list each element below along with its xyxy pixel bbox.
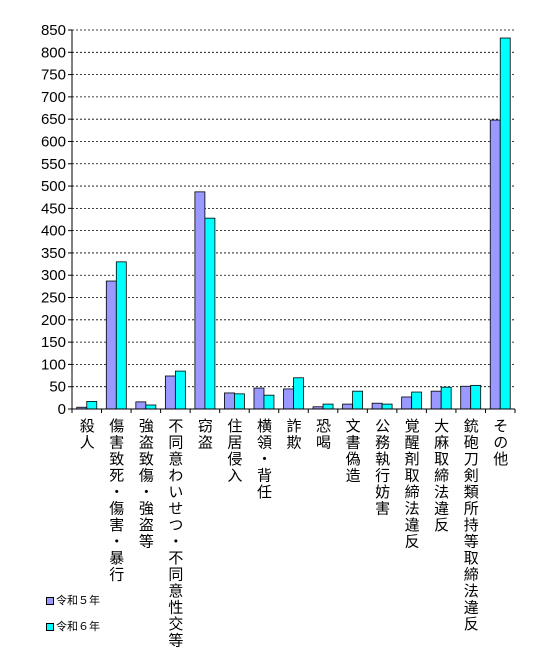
x-tick-label: 強盗致傷・強盗等: [136, 418, 155, 550]
y-tick-label: 450: [41, 200, 66, 217]
bar-series-1-category-3: [135, 401, 147, 410]
legend-label-series-2: 令和６年: [56, 620, 100, 633]
bar-series-2-category-14: [470, 384, 482, 410]
legend-swatch-series-1: [46, 596, 54, 605]
y-tick-label: 700: [41, 89, 66, 106]
bar-series-2-category-11: [381, 403, 393, 410]
y-tick-label: 750: [41, 67, 66, 84]
y-tick-label: 250: [41, 290, 66, 307]
chart-plot-area: 0 50 100 150 200 250 300 350 400 450 500 550 600 650 7…: [41, 22, 516, 416]
bar-series-1-category-6: [224, 392, 235, 410]
y-tick-label: 150: [41, 334, 66, 351]
bar-series-2-category-3: [145, 404, 157, 410]
bar-series-1-category-2: [105, 280, 117, 410]
x-tick-label: 窃盗: [195, 418, 214, 451]
bar-series-2-category-12: [411, 391, 423, 410]
y-tick-label: 0: [58, 401, 66, 416]
x-tick-label: 銃砲刀剣類所持等取締法違反: [461, 418, 480, 633]
x-tick-label: 覚醒剤取締法違反: [402, 418, 421, 550]
bar-series-1-category-4: [164, 375, 176, 410]
x-tick-label: 住居侵入: [225, 418, 244, 484]
bar-series-2-category-5: [204, 217, 216, 410]
bar-series-2-category-1: [86, 401, 98, 410]
y-tick-label: 600: [41, 133, 66, 150]
x-tick-label: その他: [491, 418, 510, 468]
x-tick-label: 公務執行妨害: [373, 418, 392, 517]
bar-series-2-category-9: [322, 403, 334, 410]
x-tick-label: 横領・背任: [254, 418, 273, 501]
y-tick-label: 500: [41, 178, 66, 195]
bar-series-2-category-8: [293, 377, 304, 410]
legend-label-series-1: 令和５年: [56, 594, 100, 607]
bar-series-1-category-15: [489, 119, 501, 410]
bar-series-1-category-11: [371, 402, 383, 410]
bar-series-2-category-4: [174, 370, 186, 410]
legend: 令和５年 令和６年: [46, 594, 100, 646]
bar-series-1-category-5: [194, 191, 206, 410]
y-tick-label: 200: [41, 312, 66, 329]
bar-series-2-category-6: [234, 393, 245, 410]
y-tick-label: 100: [41, 356, 66, 373]
y-tick-label: 800: [41, 44, 66, 61]
bar-series-1-category-7: [253, 387, 265, 410]
x-tick-label: 詐欺: [284, 418, 303, 451]
y-tick-label: 300: [41, 267, 66, 284]
x-tick-label: 恐喝: [314, 418, 333, 451]
bar-series-1-category-14: [460, 385, 472, 410]
bar-series-2-category-15: [499, 37, 511, 410]
x-tick-label: 不同意わいせつ・不同意性交等: [166, 418, 185, 649]
legend-item-series-2: 令和６年: [46, 620, 100, 633]
bar-series-2-category-2: [115, 261, 127, 410]
bar-series-1-category-8: [283, 388, 294, 410]
y-tick-label: 550: [41, 156, 66, 173]
bar-series-2-category-10: [352, 390, 363, 410]
y-tick-label: 400: [41, 223, 66, 240]
y-tick-label: 350: [41, 245, 66, 262]
y-tick-label: 850: [41, 22, 66, 39]
legend-swatch-series-2: [46, 622, 54, 631]
y-tick-label: 50: [49, 379, 66, 396]
x-tick-label: 文書偽造: [343, 418, 362, 484]
x-tick-label: 殺人: [77, 418, 96, 451]
bar-series-2-category-13: [440, 386, 452, 410]
bar-series-2-category-7: [263, 394, 275, 410]
x-tick-label: 大麻取締法違反: [432, 418, 451, 534]
y-tick-label: 650: [41, 111, 66, 128]
bar-series-1-category-13: [430, 390, 442, 410]
legend-item-series-1: 令和５年: [46, 594, 100, 607]
x-tick-label: 傷害致死・傷害・暴行: [107, 418, 126, 583]
bar-series-1-category-12: [401, 396, 413, 410]
bar-series-1-category-10: [342, 403, 353, 410]
